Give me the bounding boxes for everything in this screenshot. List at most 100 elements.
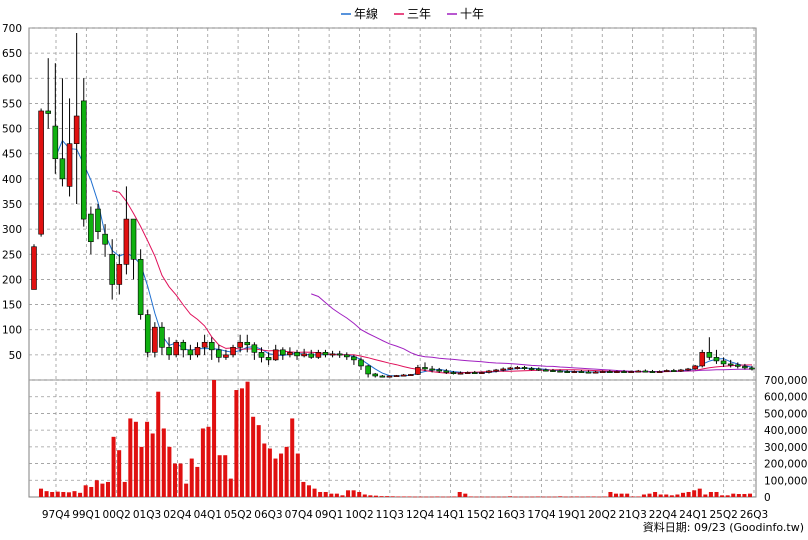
x-tick-label: 07Q4 [285,509,314,521]
volume-bar [172,463,177,497]
candle-body [457,372,464,375]
candle-body [486,370,492,373]
volume-bar [703,494,708,497]
candle-body [223,354,229,358]
candle-body [287,352,293,356]
volume-bar [413,496,418,498]
volume-bar [373,495,378,497]
candle-body [88,213,94,243]
volume-bar [390,496,395,497]
volume-bar [452,496,457,498]
candlestick-series [31,33,755,378]
candle-body [73,115,80,144]
candle-body [400,374,407,377]
candle-body [614,371,620,373]
volume-bar [89,486,94,497]
volume-bar [156,391,161,497]
candle-body [358,359,364,367]
volume-bar [714,491,719,497]
volume-bar [329,493,334,497]
volume-bar [44,491,49,497]
volume-bar [636,496,641,498]
price-tick-label: 150 [2,300,22,312]
candle-body [38,110,44,235]
candle-body [194,347,201,356]
volume-bar [234,390,239,497]
candle-body [208,341,215,351]
x-tick-label: 06Q3 [254,509,282,521]
candle-body [727,363,734,366]
volume-bar [318,491,323,497]
candle-body [244,341,251,346]
volume-bar [591,496,596,498]
candle-body [599,371,606,373]
volume-bar [457,491,462,497]
candle-body [685,368,691,371]
candle-body [535,368,542,371]
volume-bar [128,418,133,497]
x-tick-label: 26Q3 [740,509,768,521]
volume-bar [731,493,736,497]
candle-body [415,367,421,375]
price-tick-label: 300 [2,224,22,236]
volume-bar [569,496,574,498]
volume-bar [580,496,585,498]
x-tick-label: 99Q1 [72,509,100,521]
volume-bars [38,380,753,498]
volume-bar [145,421,150,497]
candle-body [628,371,634,373]
volume-bar [720,495,725,497]
candle-body [443,370,450,373]
volume-bar [552,496,557,498]
candle-body [315,352,322,358]
x-axis: 97Q4 99Q1 00Q2 01Q3 02Q4 04Q1 05Q2 06Q3 07Q4 09Q1… [42,509,768,521]
x-tick-label: 19Q1 [558,509,586,521]
legend-label: 三年 [407,7,431,21]
volume-bar [178,463,183,497]
x-tick-label: 12Q4 [406,509,435,521]
candle-body [365,365,371,375]
volume-bar [223,455,228,497]
volume-bar [200,428,205,497]
candle-body [102,233,108,245]
x-tick-label: 10Q2 [345,509,373,521]
candle-body [180,341,187,351]
volume-bar [602,496,607,498]
volume-bar [418,496,423,498]
candle-body [450,372,457,374]
candle-body [308,353,315,358]
candle-body [95,208,101,232]
candle-body [152,326,158,353]
volume-bar [362,494,367,497]
volume-bar [742,493,747,497]
volume-bar [66,492,71,497]
volume-bar [541,496,546,498]
volume-bar [357,491,362,497]
candle-body [386,375,393,378]
candle-body [137,259,144,315]
volume-bar [530,496,535,498]
x-tick-label: 05Q2 [224,509,252,521]
volume-bar [262,443,267,497]
volume-bar [680,492,686,497]
price-tick-label: 600 [2,73,22,85]
x-tick-label: 02Q4 [163,509,192,521]
candle-body [464,372,471,374]
volume-bar [385,496,390,497]
candle-body [578,371,585,373]
candle-body [671,370,677,372]
candle-body [656,371,663,373]
candle-body [59,158,66,180]
volume-bar [496,496,501,498]
volume-bar [368,495,373,497]
volume-bar [480,496,485,498]
price-tick-label: 500 [2,124,22,136]
volume-tick-label: 0 [764,492,771,504]
volume-axis: 0 100,000 200,000 300,000 400,000 500,000 600,… [764,375,807,504]
volume-bar [619,493,624,497]
candle-body [521,367,528,369]
volume-tick-label: 500,000 [764,408,807,420]
candle-body [557,370,563,373]
candle-body [159,326,165,348]
volume-bar [290,418,295,497]
